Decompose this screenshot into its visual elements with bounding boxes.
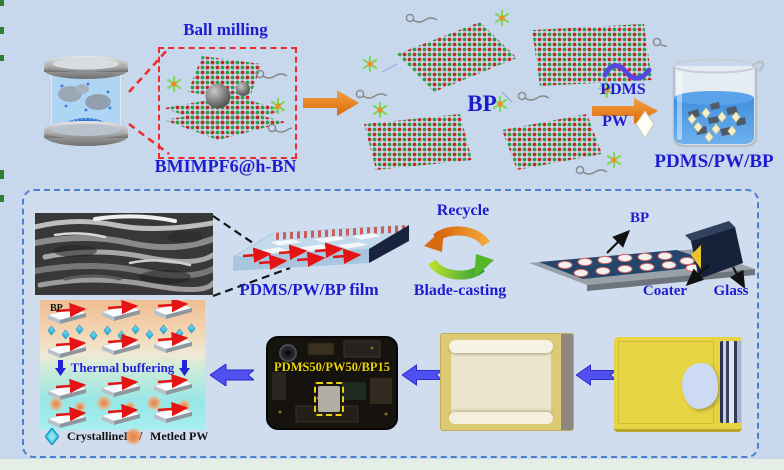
peeled-film: [451, 343, 551, 421]
edge-mark: [0, 27, 4, 34]
crystal-diamond-icon: [45, 428, 59, 445]
bp-nanosheets-artwork: [355, 9, 667, 175]
legend-melted-pw: Metled PW: [125, 428, 208, 445]
flow-arrow-device-to-panel: [210, 364, 254, 386]
sem-texture: [35, 213, 213, 295]
ball-milling-artwork: [164, 56, 292, 140]
flow-arrow-film-to-dish: [576, 364, 616, 386]
thermal-buffering-label: Thermal buffering: [70, 360, 175, 375]
pdms-polymer-wave-icon: [602, 63, 652, 81]
down-arrow-icon: [54, 360, 66, 376]
film-rolled-edge-bottom: [449, 412, 553, 424]
bp-callout-label: BP: [630, 210, 650, 226]
blade-casting-label: Blade-casting: [413, 282, 507, 299]
dish-edge-strip: [561, 334, 573, 430]
chip-film-pad: [318, 386, 340, 412]
red-callout-lines: [128, 47, 170, 155]
film-label: PDMS/PW/BP film: [239, 280, 379, 299]
flow-arrow-dish-to-device: [402, 364, 442, 386]
edge-mark: [0, 55, 4, 61]
melted-spot-icon: [125, 428, 142, 445]
chip-film-highlight: [314, 382, 344, 416]
legend-crystalline-pw: CrystallinePW: [45, 428, 143, 445]
cast-film-photo: [614, 337, 742, 432]
applicator-blade-icon: [720, 341, 741, 423]
ball-mill-jar-illustration: [44, 56, 128, 146]
bp-label: BP: [467, 91, 497, 116]
composite-film-illustration: [232, 224, 410, 271]
legend-melted-pw-label: Metled PW: [150, 429, 209, 443]
device-film-label: PDMS50/PW50/BP15: [274, 360, 390, 374]
blade-casting-illustration: [529, 221, 755, 291]
pw-label: PW: [602, 113, 628, 130]
legend-crystalline-pw-label: CrystallinePW: [67, 429, 143, 443]
recycle-arrows-icon: [424, 226, 494, 280]
peeled-film-photo: [440, 333, 574, 431]
thermal-buffering-panel: BP Thermal buffering: [40, 300, 205, 430]
circuit-board-photo: PDMS50/PW50/BP15: [266, 336, 398, 430]
edge-mark: [0, 195, 4, 202]
mixture-beaker-illustration: [672, 58, 765, 148]
ball-milling-label: Ball milling: [183, 20, 268, 39]
edge-mark: [0, 0, 4, 6]
recycle-label: Recycle: [436, 202, 490, 219]
thermal-panel-artwork: [47, 300, 196, 429]
precursor-label: BMIMPF6@h-BN: [154, 156, 297, 176]
mixture-label: PDMS/PW/BP: [654, 151, 774, 172]
process-arrow-milling-to-bp: [303, 90, 359, 116]
bp-panel-label: BP: [50, 303, 63, 314]
pdms-blob: [682, 363, 718, 409]
down-arrow-icon: [179, 360, 191, 376]
sem-callout-lines: [212, 215, 291, 298]
edge-mark: [0, 170, 4, 179]
coater-label: Coater: [642, 283, 688, 299]
film-rolled-edge-top: [449, 340, 553, 353]
sem-micrograph: [35, 213, 213, 295]
pw-diamond-icon: [636, 111, 654, 138]
bottom-strip: [0, 459, 784, 470]
ball-milling-callout-box: [158, 47, 297, 159]
pdms-label: PDMS: [600, 81, 646, 98]
thermal-buffering-caption: Thermal buffering: [40, 360, 205, 376]
glass-label: Glass: [713, 283, 749, 299]
